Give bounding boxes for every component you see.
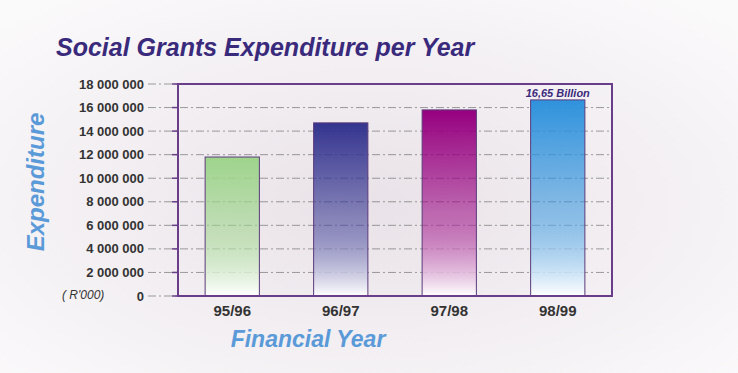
y-unit: ( R'000) xyxy=(62,288,104,302)
x-tick-label: 97/98 xyxy=(430,302,468,319)
y-tick-label: 4 000 000 xyxy=(86,241,144,256)
bar xyxy=(422,110,476,296)
y-tick-label: 6 000 000 xyxy=(86,218,144,233)
y-axis-label: Expenditure xyxy=(22,113,49,252)
annotation: 16,65 Billion xyxy=(526,87,590,99)
x-tick-label: 98/99 xyxy=(539,302,577,319)
y-tick-label: 18 000 000 xyxy=(79,77,144,92)
y-tick-label: 8 000 000 xyxy=(86,194,144,209)
y-tick-label: 12 000 000 xyxy=(79,147,144,162)
y-tick-label: 10 000 000 xyxy=(79,171,144,186)
y-tick-label: 0 xyxy=(137,289,144,304)
title: Social Grants Expenditure per Year xyxy=(56,33,475,61)
x-axis-label: Financial Year xyxy=(231,326,387,352)
bar xyxy=(205,157,259,296)
bars xyxy=(205,100,585,296)
bar xyxy=(314,123,368,296)
y-tick-label: 14 000 000 xyxy=(79,124,144,139)
y-tick-label: 16 000 000 xyxy=(79,100,144,115)
x-tick-label: 95/96 xyxy=(213,302,251,319)
y-tick-label: 2 000 000 xyxy=(86,265,144,280)
background xyxy=(0,0,738,373)
chart: Social Grants Expenditure per Year Expend… xyxy=(0,0,738,373)
plot-frame xyxy=(178,84,612,296)
grid xyxy=(148,84,612,296)
bar xyxy=(531,100,585,296)
x-tick-label: 96/97 xyxy=(322,302,360,319)
